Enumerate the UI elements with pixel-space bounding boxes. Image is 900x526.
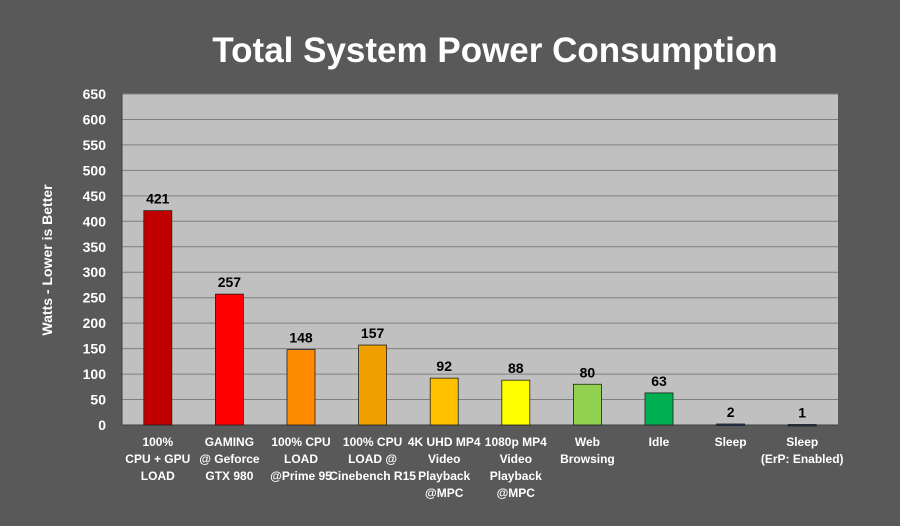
bar (358, 344, 388, 426)
x-category-label: @MPC (497, 486, 536, 500)
bar (143, 210, 173, 426)
bar-value-label: 257 (218, 274, 242, 290)
x-category-label: Playback (490, 469, 542, 483)
bar-value-label: 421 (146, 191, 170, 207)
chart-title: Total System Power Consumption (212, 31, 777, 70)
x-category-label: GAMING (205, 435, 254, 449)
x-category-label: @ Geforce (199, 452, 260, 466)
bar-value-label: 148 (289, 330, 313, 346)
y-tick-label: 50 (90, 392, 106, 408)
y-tick-label: 200 (83, 315, 107, 331)
x-category-label: Sleep (786, 435, 818, 449)
x-category-label: @Prime 95 (270, 469, 332, 483)
x-category-label: LOAD (284, 452, 318, 466)
y-tick-label: 300 (83, 264, 107, 280)
bar (644, 392, 674, 426)
x-category-label: Web (575, 435, 600, 449)
x-category-label: Video (500, 452, 532, 466)
x-category-label: Video (428, 452, 460, 466)
bar (501, 379, 531, 426)
y-tick-label: 500 (83, 162, 107, 178)
y-axis-label: Watts - Lower is Better (39, 184, 55, 336)
y-tick-label: 350 (83, 239, 107, 255)
x-category-label: 1080p MP4 (485, 435, 547, 449)
bar-value-label: 88 (508, 360, 524, 376)
x-category-label: 100% CPU (343, 435, 402, 449)
y-tick-label: 650 (83, 86, 107, 102)
x-category-label: Idle (649, 435, 670, 449)
bar-value-label: 2 (727, 404, 735, 420)
bar-value-label: 63 (651, 373, 667, 389)
x-category-label: 100% (142, 435, 173, 449)
x-category-label: GTX 980 (205, 469, 253, 483)
x-category-label: CPU + GPU (125, 452, 190, 466)
bar-value-label: 157 (361, 325, 385, 341)
x-category-label: @MPC (425, 486, 464, 500)
bar-value-label: 1 (798, 404, 806, 420)
bar (214, 293, 244, 426)
bar-value-label: 80 (580, 364, 596, 380)
x-category-label: LOAD (141, 469, 175, 483)
x-category-label: 4K UHD MP4 (408, 435, 481, 449)
y-tick-label: 400 (83, 213, 107, 229)
x-category-label: Cinebench R15 (329, 469, 416, 483)
x-category-label: 100% CPU (271, 435, 330, 449)
y-tick-label: 0 (98, 417, 106, 433)
y-tick-label: 600 (83, 111, 107, 127)
x-category-label: Browsing (560, 452, 615, 466)
y-tick-label: 250 (83, 290, 107, 306)
bar (787, 424, 817, 427)
x-category-label: Playback (418, 469, 470, 483)
bar-value-label: 92 (436, 358, 452, 374)
y-tick-label: 100 (83, 366, 107, 382)
bar (429, 377, 459, 426)
x-category-label: Sleep (715, 435, 747, 449)
x-category-label: LOAD @ (348, 452, 397, 466)
x-category-label: (ErP: Enabled) (761, 452, 844, 466)
bar (716, 423, 745, 426)
y-tick-label: 150 (83, 341, 107, 357)
y-tick-label: 550 (83, 137, 107, 153)
bar (573, 383, 602, 426)
y-tick-label: 450 (83, 188, 107, 204)
bar (286, 349, 316, 426)
plot-area: 0 50 100 150 200 250 300 350 400 450 500 550 600 650 4… (83, 86, 844, 500)
